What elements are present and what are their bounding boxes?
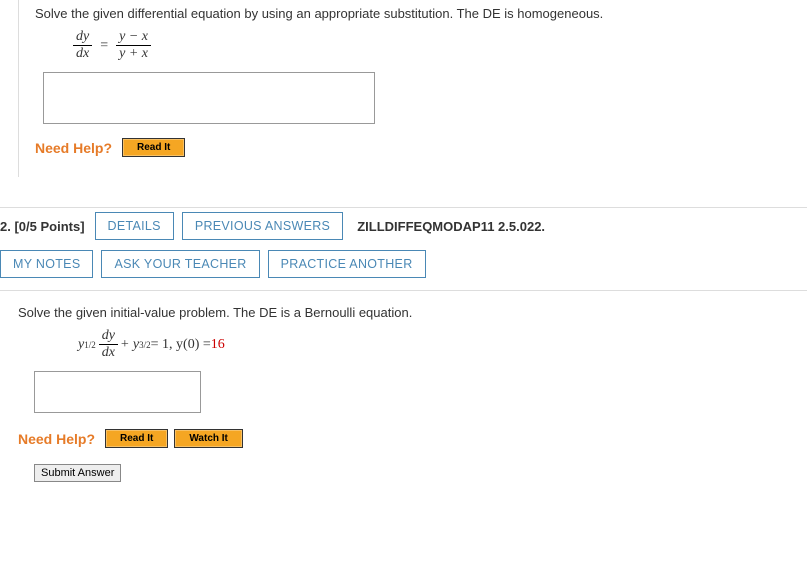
problem2-equation: y1/2 dy dx + y3/2 = 1, y(0) = 16 xyxy=(78,328,807,361)
problem1-equation: dy dx = y − x y + x xyxy=(71,29,807,62)
need-help-label-1: Need Help? xyxy=(35,140,112,156)
practice-another-button[interactable]: PRACTICE ANOTHER xyxy=(268,250,426,278)
problem1-prompt: Solve the given differential equation by… xyxy=(35,6,807,21)
eq-dx: dx xyxy=(73,46,92,62)
read-it-button-2[interactable]: Read It xyxy=(105,429,168,448)
ask-teacher-button[interactable]: ASK YOUR TEACHER xyxy=(101,250,259,278)
eq-right-num: y − x xyxy=(116,29,151,46)
eq-equals: = xyxy=(100,38,108,54)
watch-it-button[interactable]: Watch It xyxy=(174,429,243,448)
details-button[interactable]: DETAILS xyxy=(95,212,174,240)
need-help-label-2: Need Help? xyxy=(18,431,95,447)
my-notes-button[interactable]: MY NOTES xyxy=(0,250,93,278)
submit-answer-button[interactable]: Submit Answer xyxy=(34,464,121,482)
answer-input-2[interactable] xyxy=(34,371,201,413)
eq-right-den: y + x xyxy=(116,46,151,62)
eq2-dy: dy xyxy=(99,328,118,345)
question-points: 2. [0/5 Points] xyxy=(0,219,85,234)
previous-answers-button[interactable]: PREVIOUS ANSWERS xyxy=(182,212,343,240)
eq2-ic: 16 xyxy=(211,337,225,353)
read-it-button-1[interactable]: Read It xyxy=(122,138,185,157)
reference-code: ZILLDIFFEQMODAP11 2.5.022. xyxy=(357,219,545,234)
eq-dy: dy xyxy=(73,29,92,46)
eq2-plus: + y xyxy=(120,337,139,353)
problem2-prompt: Solve the given initial-value problem. T… xyxy=(18,305,807,320)
eq2-exp32: 3/2 xyxy=(139,340,151,350)
eq2-exp12: 1/2 xyxy=(84,340,96,350)
eq2-eq1: = 1, y(0) = xyxy=(151,337,211,353)
answer-input-1[interactable] xyxy=(43,72,375,124)
eq2-dx: dx xyxy=(99,345,118,361)
